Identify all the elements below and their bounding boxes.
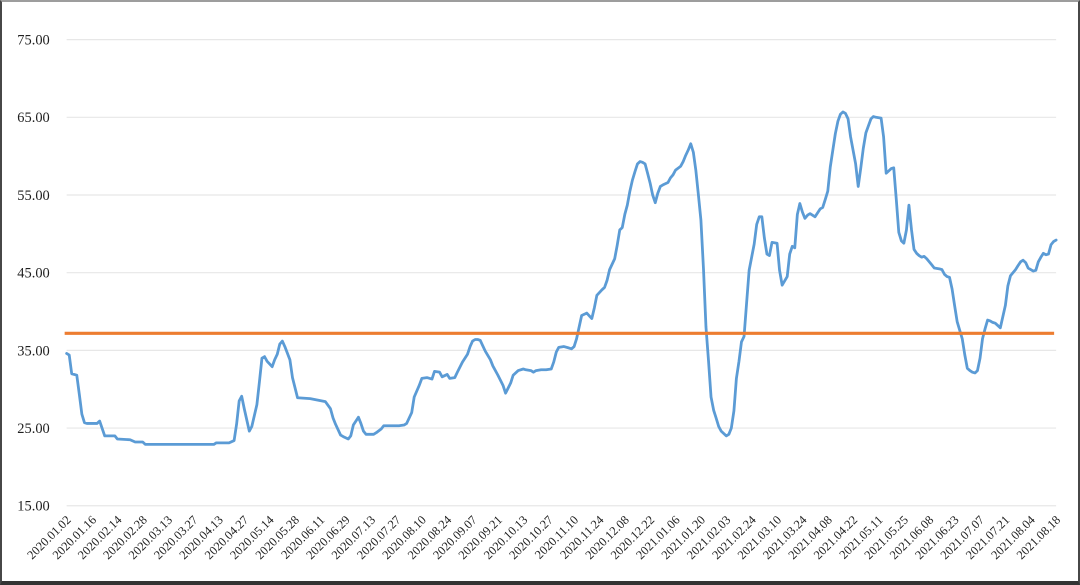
y-axis-tick-label: 55.00 bbox=[17, 188, 49, 204]
price-line-series bbox=[65, 110, 1058, 446]
y-axis-tick-label: 35.00 bbox=[17, 343, 49, 359]
y-axis-tick-label: 25.00 bbox=[17, 421, 49, 437]
y-axis-tick-label: 65.00 bbox=[17, 110, 49, 126]
y-axis-tick-label: 45.00 bbox=[17, 266, 49, 282]
y-axis-tick-label: 15.00 bbox=[17, 499, 49, 515]
y-axis-tick-label: 75.00 bbox=[17, 33, 49, 49]
